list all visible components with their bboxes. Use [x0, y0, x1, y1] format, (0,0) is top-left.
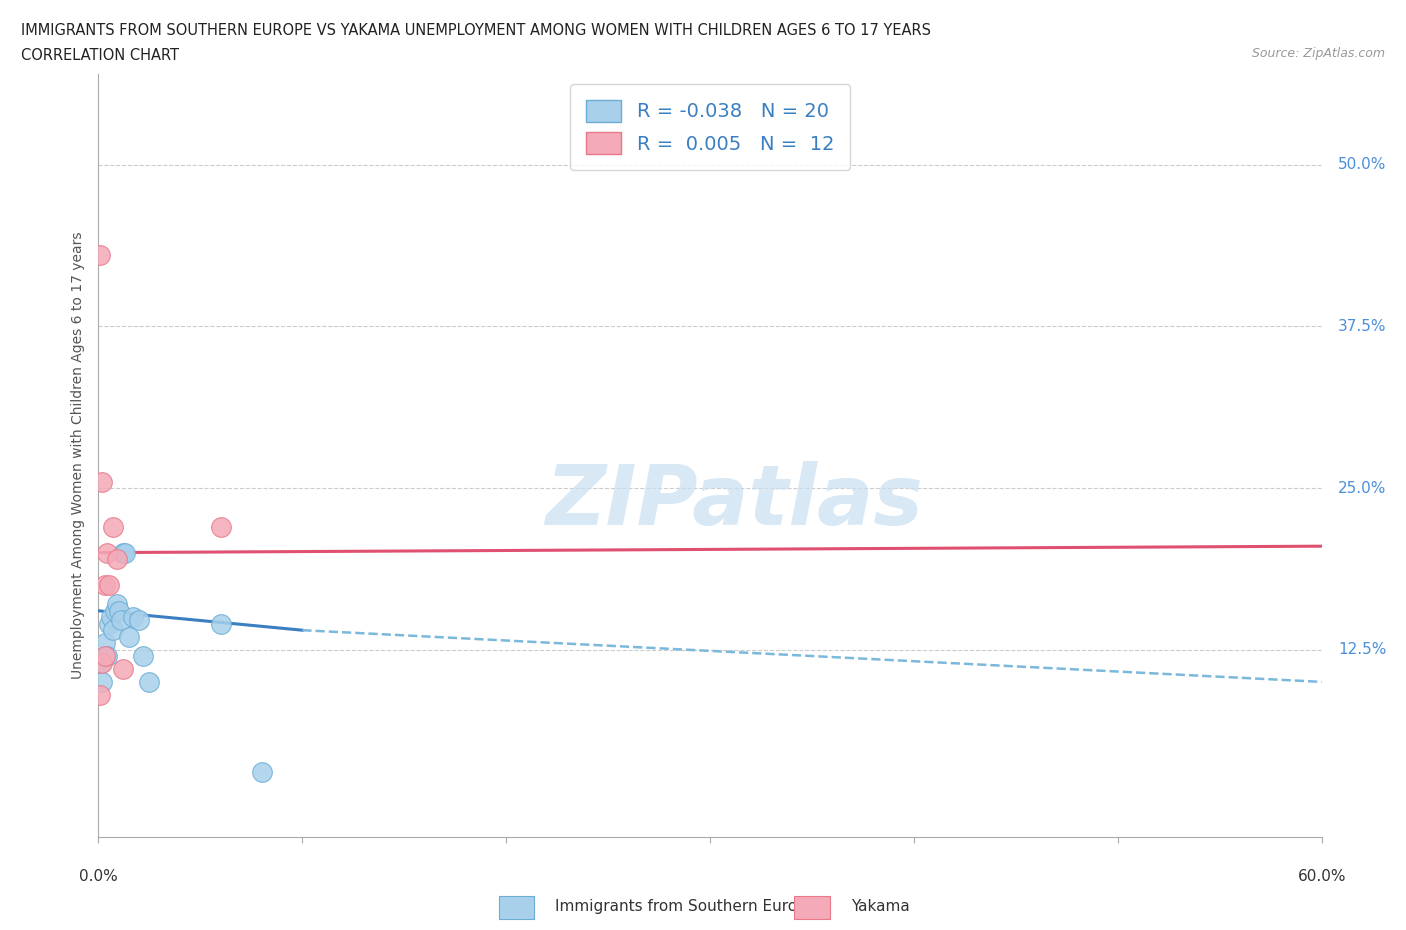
Point [209, 519, 232, 534]
Text: Source: ZipAtlas.com: Source: ZipAtlas.com [1251, 46, 1385, 60]
Point [110, 613, 132, 628]
Point [101, 623, 124, 638]
Point [93, 578, 115, 592]
Point [250, 765, 273, 780]
Point [91, 655, 114, 670]
Point [93, 636, 115, 651]
Point [132, 648, 155, 663]
Text: IMMIGRANTS FROM SOUTHERN EUROPE VS YAKAMA UNEMPLOYMENT AMONG WOMEN WITH CHILDREN: IMMIGRANTS FROM SOUTHERN EUROPE VS YAKAM… [21, 23, 931, 38]
Text: CORRELATION CHART: CORRELATION CHART [21, 48, 179, 63]
Point [100, 610, 122, 625]
Point [209, 617, 232, 631]
Legend: R = -0.038   N = 20, R =  0.005   N =  12: R = -0.038 N = 20, R = 0.005 N = 12 [571, 84, 849, 170]
Text: 37.5%: 37.5% [1339, 319, 1386, 334]
Point [128, 613, 150, 628]
Point [111, 661, 134, 676]
Point [122, 610, 145, 625]
Point [111, 545, 134, 560]
Point [114, 545, 136, 560]
Y-axis label: Unemployment Among Women with Children Ages 6 to 17 years: Unemployment Among Women with Children A… [70, 232, 84, 680]
Point [118, 630, 141, 644]
Text: 12.5%: 12.5% [1339, 642, 1386, 658]
Point [91, 474, 114, 489]
Point [105, 597, 128, 612]
Point [97, 617, 120, 631]
Text: 25.0%: 25.0% [1339, 481, 1386, 496]
Point [97, 578, 120, 592]
Point [93, 648, 115, 663]
Text: 60.0%: 60.0% [1298, 870, 1346, 884]
Point [96, 545, 118, 560]
Point [89, 687, 111, 702]
Point [89, 655, 111, 670]
Point [105, 551, 128, 566]
Point [108, 604, 131, 618]
Point [96, 648, 118, 663]
Text: Yakama: Yakama [851, 899, 910, 914]
Point [91, 674, 114, 689]
Text: ZIPatlas: ZIPatlas [546, 461, 924, 542]
Text: Immigrants from Southern Europe: Immigrants from Southern Europe [555, 899, 817, 914]
Point [101, 519, 124, 534]
Point [104, 604, 127, 618]
Point [89, 248, 111, 263]
Point [138, 674, 160, 689]
Text: 50.0%: 50.0% [1339, 157, 1386, 172]
Text: 0.0%: 0.0% [79, 870, 118, 884]
